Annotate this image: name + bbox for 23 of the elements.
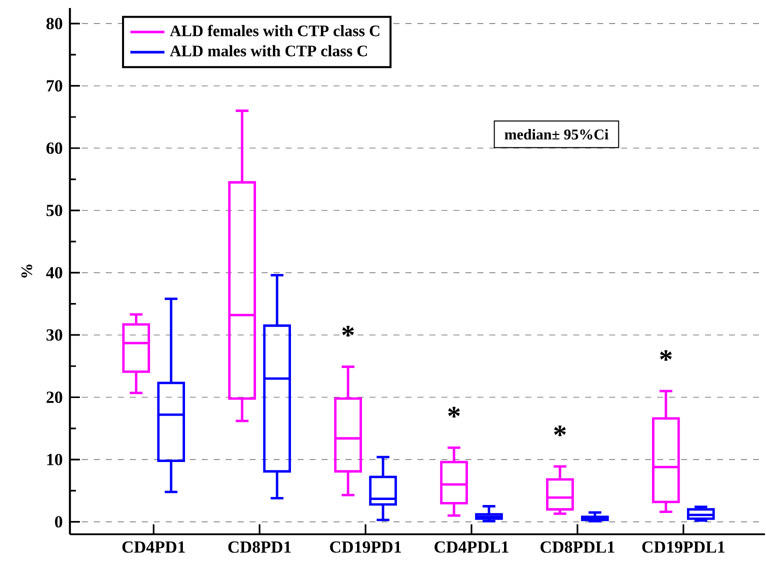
legend-label: ALD females with CTP class C — [170, 24, 380, 36]
y-tick-label: 30 — [46, 329, 62, 341]
y-tick-label: 0 — [55, 516, 62, 528]
legend-label: ALD males with CTP class C — [170, 44, 367, 56]
x-tick-label: CD4PD1 — [122, 541, 185, 553]
y-tick-label: 40 — [46, 266, 62, 278]
y-tick-label: 80 — [46, 18, 62, 30]
y-tick-label: 10 — [47, 454, 62, 466]
y-tick-label: 70 — [46, 80, 62, 92]
x-tick-label: CD8PDL1 — [540, 541, 614, 553]
y-tick-label: 60 — [46, 142, 62, 154]
x-tick-label: CD4PDL1 — [434, 541, 508, 553]
y-tick-label: 50 — [46, 204, 62, 216]
x-tick-label: CD8PD1 — [228, 541, 291, 553]
annotation: * — [342, 326, 354, 336]
annotation: * — [554, 425, 566, 436]
y-axis-title: % — [21, 264, 32, 278]
annotation: * — [448, 406, 460, 418]
x-tick-label: CD19PDL1 — [642, 541, 724, 553]
y-tick-label: 20 — [46, 391, 62, 403]
annotation: * — [660, 350, 672, 361]
annotation: median± 95%Ci — [504, 128, 608, 140]
x-tick-label: CD19PD1 — [330, 541, 401, 553]
